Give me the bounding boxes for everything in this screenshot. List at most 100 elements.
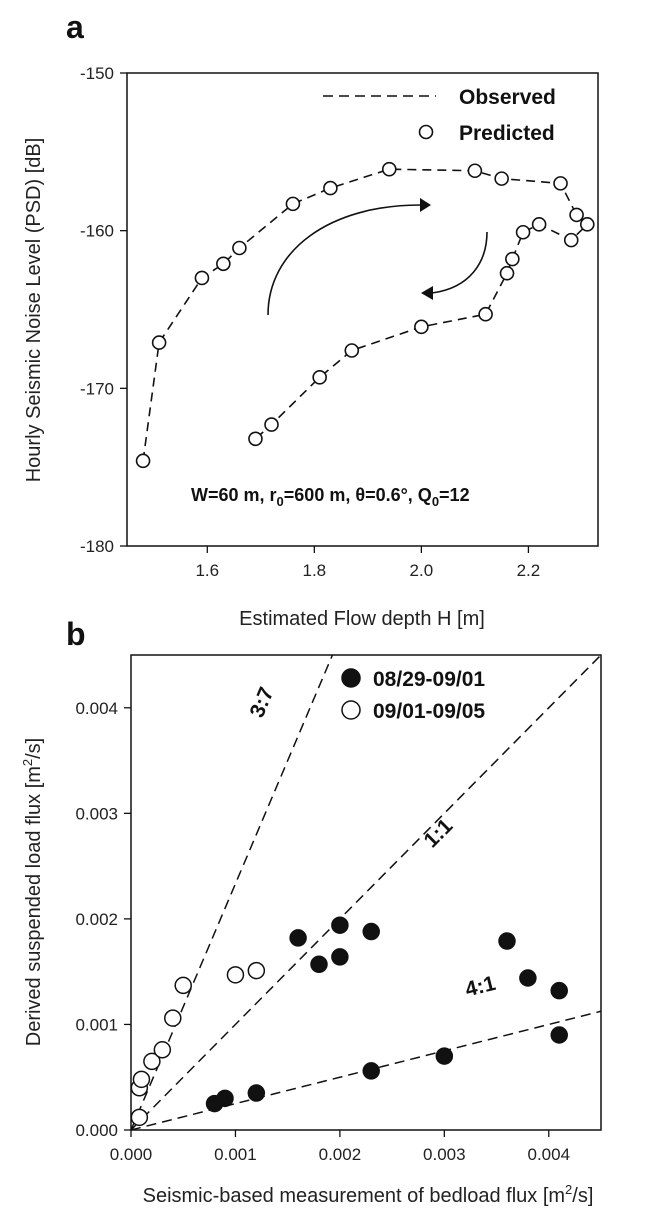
panel-a-legend: Observed Predicted xyxy=(323,86,556,145)
predicted-point xyxy=(505,251,520,267)
panel-a-series xyxy=(135,161,595,469)
panel-a-letter: a xyxy=(66,9,84,45)
legend-predicted-marker xyxy=(418,124,434,140)
predicted-point xyxy=(381,161,397,177)
predicted-point xyxy=(323,180,338,196)
panel-b-legend: 08/29-09/01 09/01-09/05 xyxy=(341,668,485,723)
predicted-point xyxy=(494,171,509,186)
panel-b: b 0.000 0.001 0.002 0.003 0.0040.0000.0010.0… xyxy=(20,616,602,1207)
predicted-point xyxy=(248,431,263,447)
observed-series-line xyxy=(142,168,589,461)
panel-b-letter: b xyxy=(66,616,86,652)
x-tick-label: 1.8 xyxy=(303,561,327,580)
filled-point xyxy=(498,932,516,950)
x-tick-label: 2.2 xyxy=(517,561,541,580)
predicted-point xyxy=(579,217,595,232)
predicted-point xyxy=(344,343,360,358)
filled-point xyxy=(519,969,537,987)
predicted-point xyxy=(478,306,493,322)
predicted-point xyxy=(135,453,151,469)
open-point xyxy=(247,961,266,980)
panel-a-parameter-annotation: W=60 m, r0=600 m, θ=0.6°, Q0=12 xyxy=(191,485,470,509)
predicted-point xyxy=(515,224,531,240)
arrowhead-upper-icon xyxy=(420,198,431,212)
y-tick-label: -160 xyxy=(80,222,114,241)
ratio-label-1-1: 1:1 xyxy=(420,814,458,852)
ratio-label-3-7: 3:7 xyxy=(245,684,278,721)
x-tick-label: 0.002 xyxy=(319,1145,362,1164)
x-tick-label: 2.0 xyxy=(410,561,434,580)
predicted-point xyxy=(553,176,568,191)
x-tick-label: 0.001 xyxy=(214,1145,257,1164)
panel-a-ticks: 1.6 1.8 2.0 2.2 -150 -160 -170 -180 xyxy=(80,64,540,580)
filled-point xyxy=(362,922,380,941)
open-point xyxy=(153,1041,172,1059)
predicted-point xyxy=(499,265,515,281)
panel-a-frame xyxy=(126,72,599,547)
open-point xyxy=(132,1070,151,1089)
filled-point xyxy=(247,1084,266,1102)
reference-line-3-7 xyxy=(131,655,334,1130)
x-tick-label: 1.6 xyxy=(195,561,219,580)
predicted-point xyxy=(569,207,584,223)
open-point xyxy=(174,976,192,995)
predicted-point xyxy=(216,256,231,272)
filled-point xyxy=(550,981,568,1000)
filled-point xyxy=(216,1089,234,1108)
legend-predicted-label: Predicted xyxy=(459,122,555,145)
panel-b-reference-lines xyxy=(131,655,601,1130)
predicted-point xyxy=(194,270,210,286)
arrow-upper-icon xyxy=(267,204,421,316)
predicted-point xyxy=(285,196,301,212)
y-tick-label: 0.000 xyxy=(75,1121,118,1140)
arrowhead-lower-icon xyxy=(421,286,433,300)
legend-open-marker xyxy=(341,700,361,720)
filled-point xyxy=(331,916,349,934)
filled-point xyxy=(310,955,328,974)
panel-a-direction-arrows xyxy=(267,198,488,316)
predicted-point xyxy=(264,417,279,432)
panel-b-ratio-labels: 3:7 1:1 4:1 xyxy=(245,684,498,1002)
panel-b-x-axis-label: Seismic-based measurement of bedload flu… xyxy=(143,1182,594,1207)
ratio-label-4-1: 4:1 xyxy=(463,972,498,1002)
filled-point xyxy=(289,929,307,947)
panel-a-x-axis-label: Estimated Flow depth H [m] xyxy=(239,608,485,630)
filled-point xyxy=(362,1062,380,1080)
predicted-point xyxy=(531,217,547,232)
legend-filled-marker xyxy=(341,668,361,688)
filled-point xyxy=(550,1026,568,1044)
y-tick-label: 0.001 xyxy=(75,1015,118,1034)
panel-b-series xyxy=(130,916,568,1127)
x-tick-label: 0.004 xyxy=(528,1145,571,1164)
y-tick-label: -180 xyxy=(80,537,114,556)
panel-a-y-axis-label: Hourly Seismic Noise Level (PSD) [dB] xyxy=(23,138,45,483)
open-point xyxy=(164,1009,182,1027)
open-point xyxy=(130,1108,149,1127)
predicted-point xyxy=(563,232,579,248)
open-point xyxy=(226,966,245,984)
y-tick-label: -170 xyxy=(80,379,114,398)
y-tick-label: 0.002 xyxy=(75,910,118,929)
x-tick-label: 0.000 xyxy=(110,1145,153,1164)
panel-a: a 1.6 1.8 2.0 2.2 -150 -160 -170 -180 Observed … xyxy=(23,9,599,630)
y-tick-label: -150 xyxy=(80,64,114,83)
legend-series-1-label: 08/29-09/01 xyxy=(373,668,485,691)
open-point xyxy=(143,1052,161,1071)
reference-line-1-1 xyxy=(131,655,601,1130)
legend-observed-label: Observed xyxy=(459,86,556,109)
legend-series-2-label: 09/01-09/05 xyxy=(373,700,485,723)
y-tick-label: 0.004 xyxy=(75,699,118,718)
predicted-point xyxy=(467,163,483,179)
panel-b-frame xyxy=(130,654,602,1131)
x-tick-label: 0.003 xyxy=(423,1145,466,1164)
predicted-point xyxy=(151,335,167,350)
y-tick-label: 0.003 xyxy=(75,804,118,823)
predicted-point xyxy=(414,319,429,335)
filled-point xyxy=(331,948,349,966)
arrow-lower-icon xyxy=(431,231,488,294)
predicted-point xyxy=(312,369,327,385)
filled-point xyxy=(435,1047,454,1065)
panel-b-y-axis-label: Derived suspended load flux [m2/s] xyxy=(20,738,45,1047)
panel-b-ticks: 0.000 0.001 0.002 0.003 0.004 0.000 0.001 0.002… xyxy=(75,699,570,1164)
